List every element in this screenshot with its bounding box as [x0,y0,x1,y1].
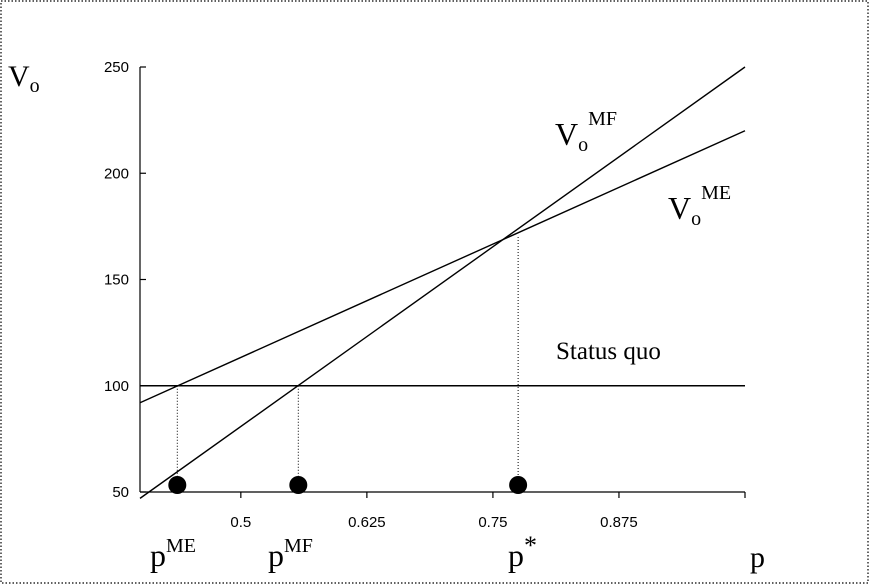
markers [168,476,528,494]
series-line-me [139,130,746,404]
series-label-mf: VoMF [555,108,617,156]
marker-star [509,476,528,494]
marker-label-mf: pMF [268,535,313,573]
series-lines [139,66,746,499]
marker-label-star: p* [508,531,537,573]
y-tick-label: 250 [104,59,129,76]
y-tick-label: 50 [112,484,129,501]
x-axis-label: p [750,541,765,574]
series-labels: pME pMF p* VoMF VoME Status quo [150,108,731,573]
y-tick-label: 100 [104,378,129,395]
y-tick-label: 200 [104,165,129,182]
marker-me [168,476,187,494]
x-tick-label: 0.625 [348,514,386,531]
series-label-me: VoME [668,182,731,230]
x-tick-label: 0.5 [230,514,251,531]
y-tick-label: 150 [104,272,129,289]
series-line-mf [139,66,746,499]
y-axis-label: Vo [8,60,40,97]
axes: 50 100 150 200 250 0.5 0.625 0.75 0.875 [104,59,746,531]
guide-lines [176,237,519,485]
marker-label-me: pME [150,535,196,573]
series-label-status-quo: Status quo [556,338,661,365]
x-tick-label: 0.75 [478,514,507,531]
x-tick-label: 0.875 [600,514,638,531]
marker-mf [289,476,308,494]
